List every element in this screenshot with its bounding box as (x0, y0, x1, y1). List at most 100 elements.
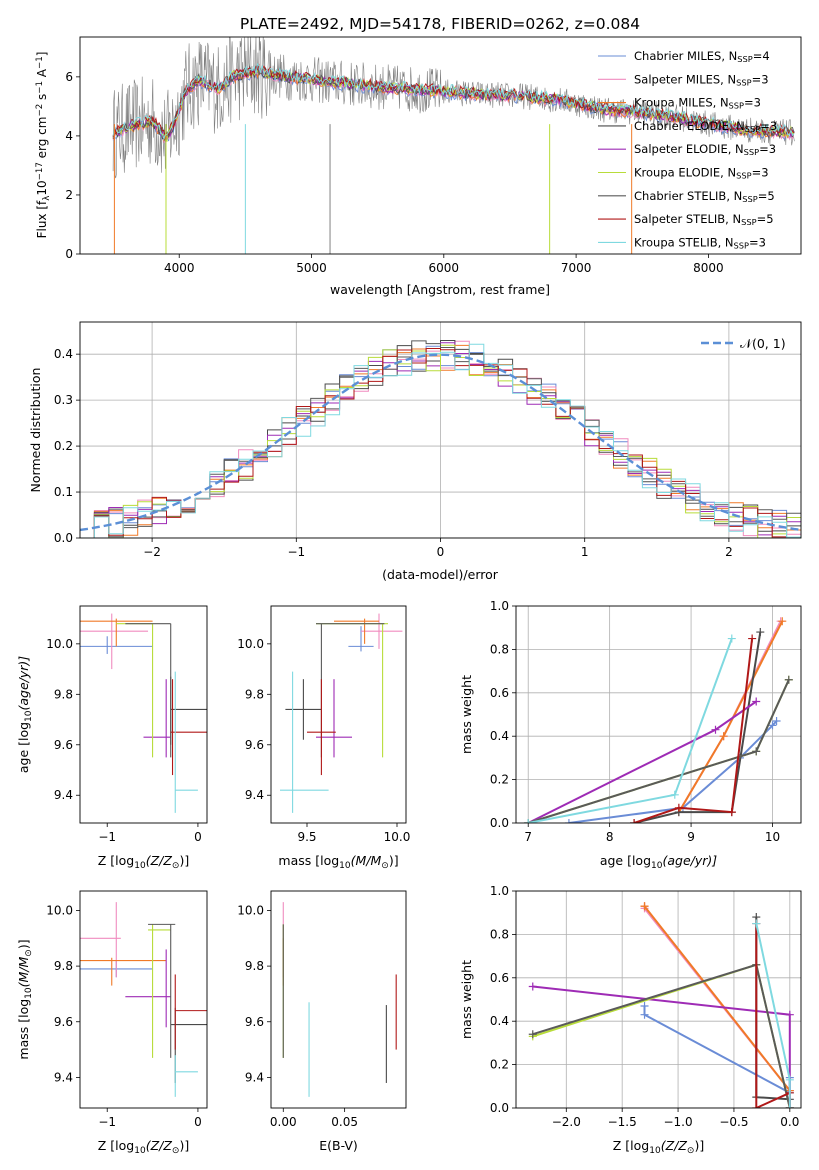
legend: Chabrier MILES, NSSP=4 Salpeter MILES, NS… (598, 49, 777, 251)
weight-line-5 (532, 963, 791, 1108)
plot-area (80, 322, 801, 538)
chart-weight-vs-Z: −2.0 −1.5 −1.0 −0.5 0.0 0.0 0.2 0.4 0.6 0.8 1.0 Z [… (459, 884, 802, 1156)
y-tick-label: 0.8 (490, 642, 509, 656)
y-tick-label: 0.8 (490, 927, 509, 941)
plot-area (282, 902, 397, 1097)
weight-marker (752, 919, 761, 928)
chart-spectrum: 4000 5000 6000 7000 8000 0 2 4 6 wavelength [Angs… (35, 36, 802, 297)
y-tick-label: 10.0 (46, 903, 73, 917)
axes-frame (79, 890, 208, 1109)
model-spectrum-7 (112, 63, 795, 140)
y-tick-label: 0.4 (54, 347, 73, 361)
axes-frame (515, 890, 802, 1109)
figure-title: PLATE=2492, MJD=54178, FIBERID=0262, z=0… (240, 15, 640, 33)
chart-mass-vs-Z: −1 0 9.4 9.6 9.8 10.0 Z [log10(Z/Z⊙)] mass [log… (16, 890, 208, 1156)
weight-line-8 (755, 923, 791, 1108)
legend-entry: Salpeter STELIB, NSSP=5 (634, 212, 774, 227)
legend-entry: Chabrier ELODIE, NSSP=3 (634, 119, 777, 134)
axis-ticks: −1 0 9.4 9.6 9.8 10.0 (46, 903, 201, 1129)
gaussian-legend-label: 𝒩(0, 1) (740, 336, 786, 351)
y-tick-label: 0.0 (490, 816, 509, 830)
y-tick-label: 9.6 (245, 738, 264, 752)
chart-mass-vs-ebv: 0.00 0.05 9.4 9.6 9.8 10.0 E(B-V) (237, 890, 407, 1153)
legend-entry: Salpeter ELODIE, NSSP=3 (634, 142, 776, 157)
weight-marker (670, 790, 679, 799)
weight-line-1 (678, 620, 782, 813)
weight-marker (756, 628, 765, 637)
y-tick-label: 0 (65, 247, 73, 261)
weight-marker (640, 902, 649, 911)
x-axis-label: wavelength [Angstrom, rest frame] (330, 282, 550, 297)
y-tick-label: 9.4 (245, 788, 264, 802)
y-tick-label: 10.0 (237, 637, 264, 651)
axes-frame (79, 36, 802, 255)
x-tick-label: 0 (437, 545, 445, 559)
y-tick-label: 0.2 (54, 439, 73, 453)
weight-marker (768, 721, 777, 730)
axes-frame (270, 605, 407, 824)
x-tick-label: 5000 (296, 261, 327, 275)
axes-frame (79, 321, 802, 539)
legend-entry: Kroupa STELIB, NSSP=3 (634, 235, 766, 250)
x-tick-label: −0.5 (719, 1115, 748, 1129)
y-tick-label: 9.4 (54, 788, 73, 802)
x-tick-label: 6000 (429, 261, 460, 275)
y-tick-label: 9.8 (54, 959, 73, 973)
y-tick-label: 9.6 (54, 1015, 73, 1029)
x-tick-label: 9 (687, 830, 695, 844)
x-tick-label: 0 (194, 830, 202, 844)
plot-area (80, 613, 207, 813)
axis-ticks: −2.0 −1.5 −1.0 −0.5 0.0 0.0 0.2 0.4 0.6 0.8 1.0 (490, 884, 799, 1129)
y-tick-label: 9.4 (245, 1070, 264, 1084)
y-axis-label: mass weight (459, 675, 474, 754)
y-axis-label: Flux [fλ10−17 erg cm−2 s−1 A−1] (35, 52, 52, 239)
x-tick-label: 0.05 (331, 1115, 358, 1129)
plot-area (516, 606, 801, 823)
y-tick-label: 0.3 (54, 393, 73, 407)
axis-ticks: −1 0 9.4 9.6 9.8 10.0 (46, 637, 201, 844)
x-tick-label: 0.00 (270, 1115, 297, 1129)
x-tick-label: −1 (98, 830, 116, 844)
axis-ticks: 4000 5000 6000 7000 8000 0 2 4 6 (65, 70, 723, 275)
weight-marker (528, 1030, 537, 1039)
axis-ticks: 7 8 9 10 0.0 0.2 0.4 0.6 0.8 1.0 (490, 599, 780, 844)
histogram-8 (80, 343, 801, 538)
weight-marker (785, 1010, 794, 1019)
x-axis-label: (data-model)/error (382, 567, 499, 582)
x-tick-label: −1 (98, 1115, 116, 1129)
weight-line-4 (532, 985, 791, 1108)
weight-marker (748, 634, 757, 643)
x-tick-label: −2.0 (552, 1115, 581, 1129)
chart-age-vs-mass: 9.5 10.0 9.4 9.6 9.8 10.0 mass [log10(M/M⊙)] (237, 605, 410, 871)
weight-line-2 (678, 620, 784, 813)
y-axis-label: Normed distribution (28, 368, 43, 493)
x-tick-label: 7 (524, 830, 532, 844)
y-tick-label: 0.0 (54, 531, 73, 545)
axes-frame (79, 605, 208, 824)
chart-residuals: −2 −1 0 1 2 0.0 0.1 0.2 0.3 0.4 𝒩(0, 1) (data-model… (28, 321, 802, 582)
y-tick-label: 0.2 (490, 1058, 509, 1072)
weight-marker (752, 1104, 761, 1108)
y-tick-label: 0.4 (490, 729, 509, 743)
gaussian-curve (80, 353, 801, 532)
x-axis-label: Z [log10(Z/Z⊙)] (98, 1138, 189, 1156)
y-tick-label: 0.2 (490, 773, 509, 787)
y-tick-label: 9.6 (245, 1015, 264, 1029)
weight-marker (772, 717, 781, 726)
weight-marker (778, 617, 787, 626)
weight-marker (719, 732, 728, 741)
weight-marker (674, 803, 683, 812)
x-tick-label: 4000 (164, 261, 195, 275)
x-tick-label: 8 (606, 830, 614, 844)
y-tick-label: 2 (65, 188, 73, 202)
weight-marker (640, 1002, 649, 1011)
weight-marker (564, 819, 573, 823)
axis-ticks: 9.5 10.0 9.4 9.6 9.8 10.0 (237, 637, 410, 844)
y-axis-label: mass [log10(M/M⊙)] (16, 939, 34, 1059)
chart-weight-vs-age: 7 8 9 10 0.0 0.2 0.4 0.6 0.8 1.0 age [log10(age/yr… (459, 599, 802, 871)
x-tick-label: 1 (581, 545, 589, 559)
y-tick-label: 0.6 (490, 971, 509, 985)
y-tick-label: 6 (65, 70, 73, 84)
x-tick-label: −1.5 (608, 1115, 637, 1129)
axes-frame (270, 890, 407, 1109)
